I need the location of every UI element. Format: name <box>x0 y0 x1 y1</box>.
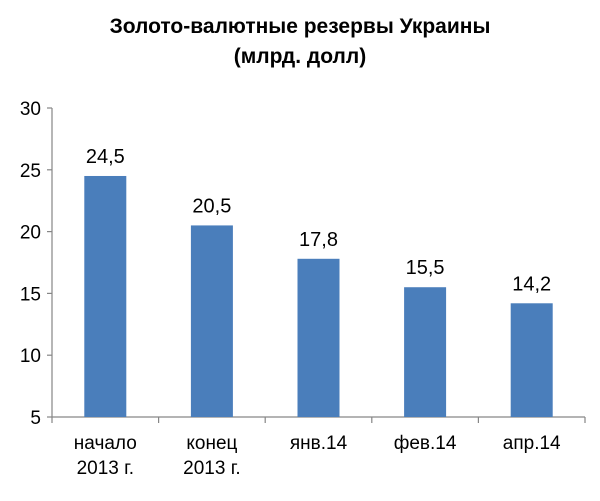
x-tick-label: конец <box>186 433 237 454</box>
bar <box>510 303 553 417</box>
x-tick-label: 2013 г. <box>77 458 134 479</box>
data-label: 20,5 <box>192 195 231 217</box>
x-tick-label: 2013 г. <box>183 458 240 479</box>
data-label: 14,2 <box>512 273 551 295</box>
y-tick-label: 5 <box>30 408 41 429</box>
y-tick-label: 30 <box>20 99 41 120</box>
data-label: 17,8 <box>299 229 338 251</box>
data-label: 15,5 <box>406 257 445 279</box>
bar <box>404 287 447 417</box>
x-tick-label: апр.14 <box>503 433 561 454</box>
x-tick-label: начало <box>74 433 137 454</box>
chart-title-line-2: (млрд. долл) <box>233 45 367 68</box>
y-tick-label: 20 <box>20 223 41 244</box>
y-tick-label: 25 <box>20 161 41 182</box>
bar <box>84 175 127 417</box>
data-label: 24,5 <box>86 146 125 168</box>
chart-title-line-1: Золото-валютные резервы Украины <box>109 15 491 38</box>
bar <box>190 225 233 417</box>
bar <box>297 258 340 417</box>
x-tick-label: янв.14 <box>290 433 348 454</box>
y-tick-label: 15 <box>20 284 41 305</box>
x-tick-label: фев.14 <box>394 433 457 454</box>
chart-title: Золото-валютные резервы Украины (млрд. д… <box>0 12 600 72</box>
y-tick-label: 10 <box>20 346 41 367</box>
